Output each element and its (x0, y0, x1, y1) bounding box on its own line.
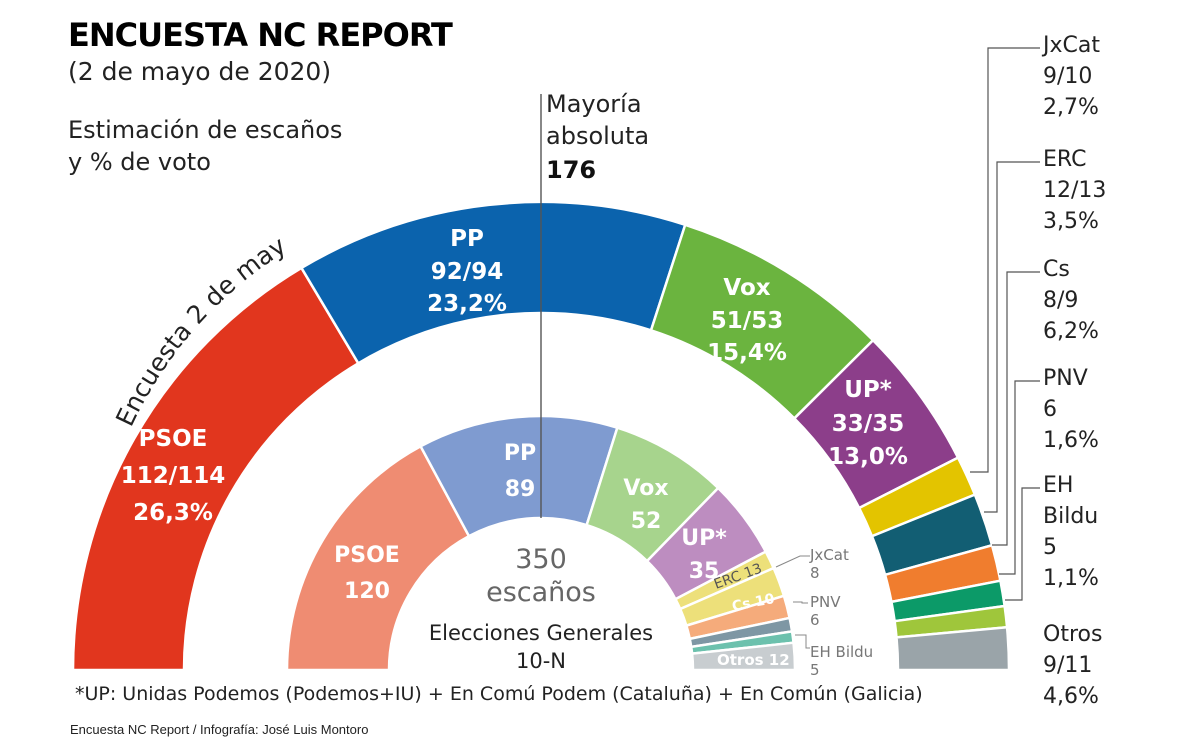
legend-cs-seats: 8/9 (1043, 288, 1078, 313)
outer-label-vox-seats: 51/53 (711, 308, 783, 334)
legend-erc-vote: 3,5% (1043, 209, 1099, 234)
inner-callouts: JxCat 8 PNV 6 EH Bildu 5 (809, 546, 873, 679)
outer-label-up-name: UP* (844, 377, 892, 403)
outer-label-psoe-vote: 26,3% (133, 500, 213, 526)
outer-label-psoe-name: PSOE (139, 426, 208, 452)
chart-subtitle-line1: Estimación de escaños (68, 116, 342, 144)
inner-label-psoe-seats: 120 (344, 579, 390, 604)
outer-legend: JxCat 9/10 2,7% ERC 12/13 3,5% Cs 8/9 6,… (1041, 33, 1106, 709)
inner-label-vox-seats: 52 (631, 509, 662, 534)
outer-label-vox-name: Vox (723, 275, 770, 301)
legend-otros-seats: 9/11 (1043, 653, 1092, 678)
center-election-line1: Elecciones Generales (429, 621, 653, 645)
inner-label-psoe-name: PSOE (334, 543, 400, 568)
outer-label-up-seats: 33/35 (832, 411, 904, 437)
outer-label-pp-vote: 23,2% (427, 291, 507, 317)
legend-pnv-name: PNV (1043, 366, 1088, 391)
legend-bildu-name-1: EH (1043, 473, 1073, 498)
legend-bildu-vote: 1,1% (1043, 566, 1099, 591)
legend-bildu-name-2: Bildu (1043, 504, 1098, 529)
legend-otros-name: Otros (1043, 622, 1102, 647)
legend-cs-vote: 6,2% (1043, 319, 1099, 344)
legend-jxcat-vote: 2,7% (1043, 95, 1099, 120)
chart-title: ENCUESTA NC REPORT (68, 16, 453, 54)
legend-bildu-seats: 5 (1043, 535, 1057, 560)
outer-label-vox-vote: 15,4% (707, 340, 787, 366)
majority-label-line2: absoluta (546, 122, 649, 150)
legend-otros-vote: 4,6% (1043, 684, 1099, 709)
inner-label-pp-name: PP (504, 441, 536, 466)
inner-callout-jxcat-name: JxCat (809, 546, 849, 564)
outer-label-up-vote: 13,0% (828, 444, 908, 470)
center-total: 350 (515, 544, 567, 575)
credit-line: Encuesta NC Report / Infografía: José Lu… (70, 722, 368, 737)
legend-pnv-vote: 1,6% (1043, 428, 1099, 453)
legend-cs-name: Cs (1043, 257, 1070, 282)
inner-callout-bildu-name: EH Bildu (810, 643, 873, 661)
inner-callout-bildu-seats: 5 (810, 661, 820, 679)
outer-label-pp-name: PP (450, 226, 484, 252)
footnote: *UP: Unidas Podemos (Podemos+IU) + En Co… (75, 683, 923, 705)
inner-callout-pnv-seats: 6 (810, 611, 820, 629)
legend-erc-seats: 12/13 (1043, 178, 1106, 203)
legend-pnv-seats: 6 (1043, 397, 1057, 422)
chart-subtitle-line2: y % de voto (68, 148, 211, 176)
legend-jxcat-name: JxCat (1041, 33, 1100, 58)
majority-value: 176 (546, 156, 596, 184)
inner-callout-pnv-name: PNV (810, 593, 841, 611)
legend-erc-name: ERC (1043, 147, 1086, 172)
inner-label-otros: Otros 12 (717, 651, 790, 669)
chart-date: (2 de mayo de 2020) (68, 57, 331, 86)
inner-label-pp-seats: 89 (505, 477, 536, 502)
inner-callout-jxcat-seats: 8 (810, 564, 820, 582)
center-election-line2: 10-N (516, 649, 566, 673)
inner-label-up-name: UP* (681, 526, 727, 551)
legend-jxcat-seats: 9/10 (1043, 64, 1092, 89)
outer-label-psoe-seats: 112/114 (121, 463, 225, 489)
center-total-label: escaños (486, 577, 596, 608)
inner-label-vox-name: Vox (623, 476, 668, 501)
outer-label-pp-seats: 92/94 (431, 259, 503, 285)
majority-label-line1: Mayoría (546, 90, 642, 118)
